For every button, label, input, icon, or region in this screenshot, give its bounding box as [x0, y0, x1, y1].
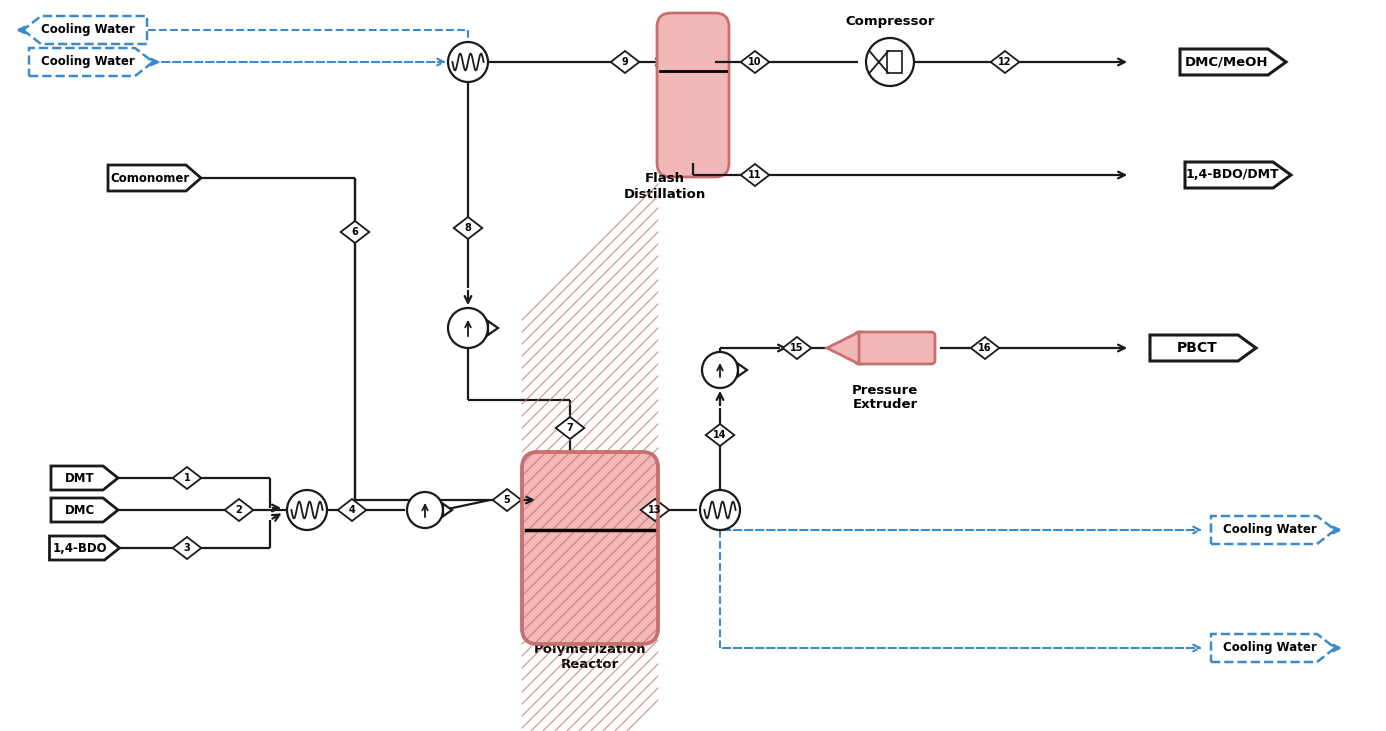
Polygon shape	[488, 321, 498, 335]
Text: DMT: DMT	[65, 471, 94, 485]
Text: Pressure: Pressure	[852, 384, 918, 396]
Polygon shape	[991, 51, 1019, 73]
Polygon shape	[1150, 335, 1256, 361]
Polygon shape	[740, 51, 769, 73]
Text: Compressor: Compressor	[845, 15, 934, 29]
Polygon shape	[783, 337, 811, 359]
Polygon shape	[1185, 162, 1290, 188]
FancyBboxPatch shape	[523, 452, 658, 644]
Text: 11: 11	[748, 170, 762, 180]
Text: Cooling Water: Cooling Water	[1222, 523, 1317, 537]
Polygon shape	[556, 417, 585, 439]
Text: Distillation: Distillation	[624, 187, 705, 200]
Polygon shape	[50, 536, 119, 560]
Circle shape	[448, 42, 488, 82]
Text: 4: 4	[349, 505, 355, 515]
Polygon shape	[24, 16, 147, 44]
Text: 2: 2	[236, 505, 243, 515]
FancyBboxPatch shape	[855, 332, 936, 364]
Polygon shape	[453, 217, 482, 239]
Polygon shape	[108, 165, 201, 191]
Text: 10: 10	[748, 57, 762, 67]
Text: Flash: Flash	[644, 172, 685, 184]
FancyBboxPatch shape	[657, 13, 729, 177]
Text: PBCT: PBCT	[1177, 341, 1217, 355]
Polygon shape	[444, 504, 452, 516]
Circle shape	[287, 490, 327, 530]
Polygon shape	[29, 48, 152, 76]
Text: Extruder: Extruder	[852, 398, 918, 412]
Text: 6: 6	[352, 227, 359, 237]
FancyBboxPatch shape	[887, 51, 902, 73]
Polygon shape	[611, 51, 639, 73]
Text: 16: 16	[979, 343, 992, 353]
Text: 7: 7	[567, 423, 574, 433]
Text: Reactor: Reactor	[561, 659, 620, 672]
Text: Polymerization: Polymerization	[534, 643, 646, 656]
Text: DMC: DMC	[65, 504, 96, 517]
Text: 8: 8	[464, 223, 471, 233]
Text: 3: 3	[183, 543, 190, 553]
Polygon shape	[740, 164, 769, 186]
Circle shape	[700, 490, 740, 530]
Text: 9: 9	[622, 57, 628, 67]
Polygon shape	[640, 499, 669, 521]
Circle shape	[701, 352, 737, 388]
Text: 1,4-BDO/DMT: 1,4-BDO/DMT	[1185, 169, 1279, 181]
Polygon shape	[492, 489, 521, 511]
Polygon shape	[338, 499, 366, 521]
Text: 1,4-BDO: 1,4-BDO	[53, 542, 107, 555]
Text: Comonomer: Comonomer	[111, 172, 190, 184]
Text: Cooling Water: Cooling Water	[42, 56, 134, 69]
Polygon shape	[737, 364, 747, 376]
Text: Cooling Water: Cooling Water	[42, 23, 134, 37]
Text: 13: 13	[649, 505, 661, 515]
Text: 15: 15	[790, 343, 804, 353]
Text: Cooling Water: Cooling Water	[1222, 642, 1317, 654]
Polygon shape	[173, 467, 201, 489]
Polygon shape	[705, 424, 735, 446]
Text: DMC/MeOH: DMC/MeOH	[1185, 56, 1268, 69]
Circle shape	[866, 38, 913, 86]
Polygon shape	[1211, 634, 1335, 662]
Polygon shape	[1211, 516, 1335, 544]
Polygon shape	[51, 498, 118, 522]
Polygon shape	[173, 537, 201, 559]
Polygon shape	[341, 221, 369, 243]
Text: 5: 5	[503, 495, 510, 505]
Polygon shape	[51, 466, 118, 490]
Text: 12: 12	[998, 57, 1012, 67]
Text: 14: 14	[714, 430, 726, 440]
Polygon shape	[827, 332, 859, 364]
Polygon shape	[970, 337, 999, 359]
Circle shape	[448, 308, 488, 348]
Text: 1: 1	[183, 473, 190, 483]
Circle shape	[407, 492, 444, 528]
Polygon shape	[225, 499, 254, 521]
Polygon shape	[1179, 49, 1286, 75]
